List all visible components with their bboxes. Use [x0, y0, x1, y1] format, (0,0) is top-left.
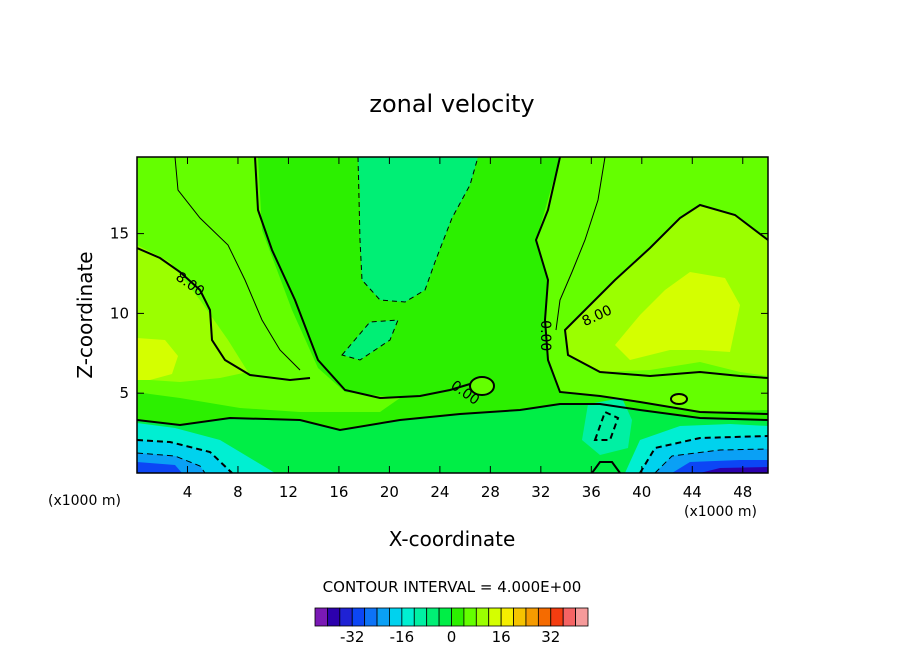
chart-title: zonal velocity — [369, 90, 534, 118]
field-center-cool — [358, 157, 478, 302]
colorbar-swatch — [364, 607, 378, 627]
colorbar-swatch — [537, 607, 552, 627]
x-tick-label: 20 — [380, 483, 399, 501]
colorbar-swatch — [463, 607, 477, 627]
colorbar-swatch — [513, 607, 527, 627]
field-left-cold-4 — [137, 462, 182, 473]
contour-0-center — [357, 157, 479, 303]
field-right-yellow — [615, 272, 740, 360]
contour-8-left — [137, 247, 311, 382]
colorbar-swatch — [413, 607, 428, 627]
x-tick-label: 44 — [683, 483, 702, 501]
contour-neg-right-2 — [654, 448, 768, 473]
x-tick-label: 12 — [279, 483, 298, 501]
x-unit-label-left: (x1000 m) — [48, 493, 121, 509]
contour-lines — [137, 157, 768, 473]
colorbar-swatch — [376, 607, 390, 627]
colorbar-swatch — [562, 607, 576, 627]
contour-bottom-bump — [591, 461, 621, 473]
colorbar-swatch — [488, 607, 502, 627]
contour-0-patch — [341, 319, 399, 361]
colorbar-swatch — [525, 607, 539, 627]
x-axis: 4 8 12 16 20 24 28 32 36 40 44 48 — [183, 157, 752, 501]
contour-neg-right — [639, 435, 768, 473]
field-center-cool-2 — [342, 320, 398, 360]
contour-thin-left — [174, 157, 301, 371]
x-tick-label: 36 — [582, 483, 601, 501]
colorbar-tick-label: 0 — [447, 628, 457, 646]
colorbar-swatch — [575, 607, 589, 627]
colorbar-swatch — [327, 607, 341, 627]
contour-neg-left-2 — [137, 452, 206, 473]
contour-4-center-left — [254, 157, 471, 400]
colorbar-tick-label: 16 — [492, 628, 511, 646]
x-tick-label: 16 — [329, 483, 348, 501]
y-tick-label: 5 — [119, 384, 129, 402]
colorbar-swatch — [451, 607, 465, 627]
x-tick-label: 32 — [531, 483, 550, 501]
x-tick-label: 28 — [481, 483, 500, 501]
contour-label: 0.00 — [537, 320, 553, 351]
field-right-cold-5 — [700, 467, 768, 473]
field-island-1 — [470, 377, 494, 395]
colorbar-tick-label: 32 — [541, 628, 560, 646]
colorbar-swatch — [500, 607, 514, 627]
plot-frame — [136, 156, 769, 474]
field-left-yellow — [137, 338, 178, 380]
colorbar-swatch — [401, 607, 415, 627]
contour-8-right — [563, 203, 768, 379]
x-tick-label: 40 — [632, 483, 651, 501]
x-axis-title: X-coordinate — [389, 527, 516, 551]
colorbar-swatch — [438, 607, 452, 627]
contour-field — [137, 157, 768, 473]
y-tick-label: 10 — [110, 304, 129, 322]
field-island-2 — [671, 394, 687, 404]
contour-island-1 — [469, 376, 495, 396]
colorbar-swatch — [426, 607, 440, 627]
x-unit-label-right: (x1000 m) — [684, 504, 757, 520]
contour-interval-label: CONTOUR INTERVAL = 4.000E+00 — [323, 578, 582, 596]
colorbar-tick-label: -32 — [340, 628, 365, 646]
colorbar-swatch — [351, 607, 366, 627]
contour-neg-mid — [593, 410, 620, 441]
colorbar: -32 -16 0 16 32 — [314, 607, 589, 646]
colorbar-swatch — [314, 607, 328, 627]
contour-island-2 — [670, 393, 688, 405]
contour-4-right — [534, 157, 768, 415]
contour-neg-left — [137, 439, 233, 473]
colorbar-swatch — [389, 607, 403, 627]
x-tick-label: 4 — [183, 483, 193, 501]
colorbar-tick-label: -16 — [390, 628, 415, 646]
y-tick-label: 15 — [110, 225, 129, 243]
x-tick-label: 8 — [233, 483, 243, 501]
contour-thin-right — [555, 157, 606, 331]
x-tick-label: 48 — [733, 483, 752, 501]
x-tick-label: 24 — [430, 483, 449, 501]
colorbar-swatch — [339, 607, 353, 627]
colorbar-swatch — [475, 607, 490, 627]
y-axis-title: Z-coordinate — [73, 251, 97, 378]
y-axis: 5 10 15 — [110, 225, 768, 402]
colorbar-swatch — [550, 607, 564, 627]
contour-0-lower — [137, 403, 768, 432]
